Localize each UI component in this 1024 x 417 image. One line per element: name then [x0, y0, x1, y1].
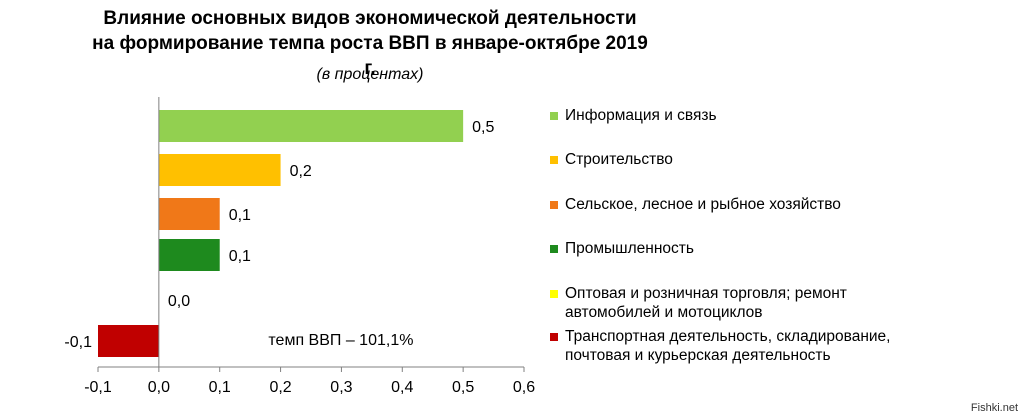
x-tick-label-4: 0,3 [330, 379, 352, 396]
bar-2 [158, 198, 220, 230]
x-tick-label-1: 0,0 [148, 379, 170, 396]
chart-title-line-1: Влияние основных видов экономической дея… [103, 8, 637, 29]
data-label-2: 0,1 [229, 207, 251, 224]
bar-1 [158, 154, 281, 186]
data-label-5: -0,1 [64, 334, 92, 351]
x-tick-label-0: -0,1 [84, 379, 112, 396]
legend-label-information: Информация и связь [565, 107, 717, 124]
x-tick-label-5: 0,4 [391, 379, 413, 396]
legend-swatch-transport [550, 333, 558, 341]
legend-swatch-information [550, 112, 558, 120]
legend-swatch-trade [550, 290, 558, 298]
gdp-growth-annotation: темп ВВП – 101,1% [268, 332, 413, 349]
x-tick-label-2: 0,1 [209, 379, 231, 396]
chart-title-line-2: на формирование темпа роста ВВП в январе… [92, 33, 648, 79]
bar-0 [158, 110, 464, 142]
legend-swatch-construction [550, 156, 558, 164]
legend-label-trade: Оптовая и розничная торговля; ремонт авт… [565, 284, 985, 322]
x-tick-label-7: 0,6 [513, 379, 535, 396]
watermark: Fishki.net [970, 402, 1018, 414]
legend-label-trade-line-1: Оптовая и розничная торговля; ремонт [565, 285, 847, 302]
legend-label-industry: Промышленность [565, 240, 694, 257]
legend-label-transport-line-2: почтовая и курьерская деятельность [565, 347, 831, 364]
data-label-3: 0,1 [229, 248, 251, 265]
x-tick-label-3: 0,2 [269, 379, 291, 396]
legend-label-trade-line-2: автомобилей и мотоциклов [565, 304, 763, 321]
legend-swatch-industry [550, 245, 558, 253]
legend-label-agriculture: Сельское, лесное и рыбное хозяйство [565, 196, 841, 213]
legend-label-construction: Строительство [565, 151, 673, 168]
legend-label-transport: Транспортная деятельность, складирование… [565, 327, 985, 365]
bar-5 [98, 325, 159, 357]
x-tick-label-6: 0,5 [452, 379, 474, 396]
legend-swatch-agriculture [550, 201, 558, 209]
legend-label-transport-line-1: Транспортная деятельность, складирование… [565, 328, 891, 345]
chart-subtitle: (в процентах) [316, 66, 424, 83]
data-label-4: 0,0 [168, 293, 190, 310]
chart-title: Влияние основных видов экономической дея… [90, 6, 650, 81]
data-label-0: 0,5 [472, 119, 494, 136]
data-label-1: 0,2 [290, 163, 312, 180]
bar-3 [158, 239, 220, 271]
